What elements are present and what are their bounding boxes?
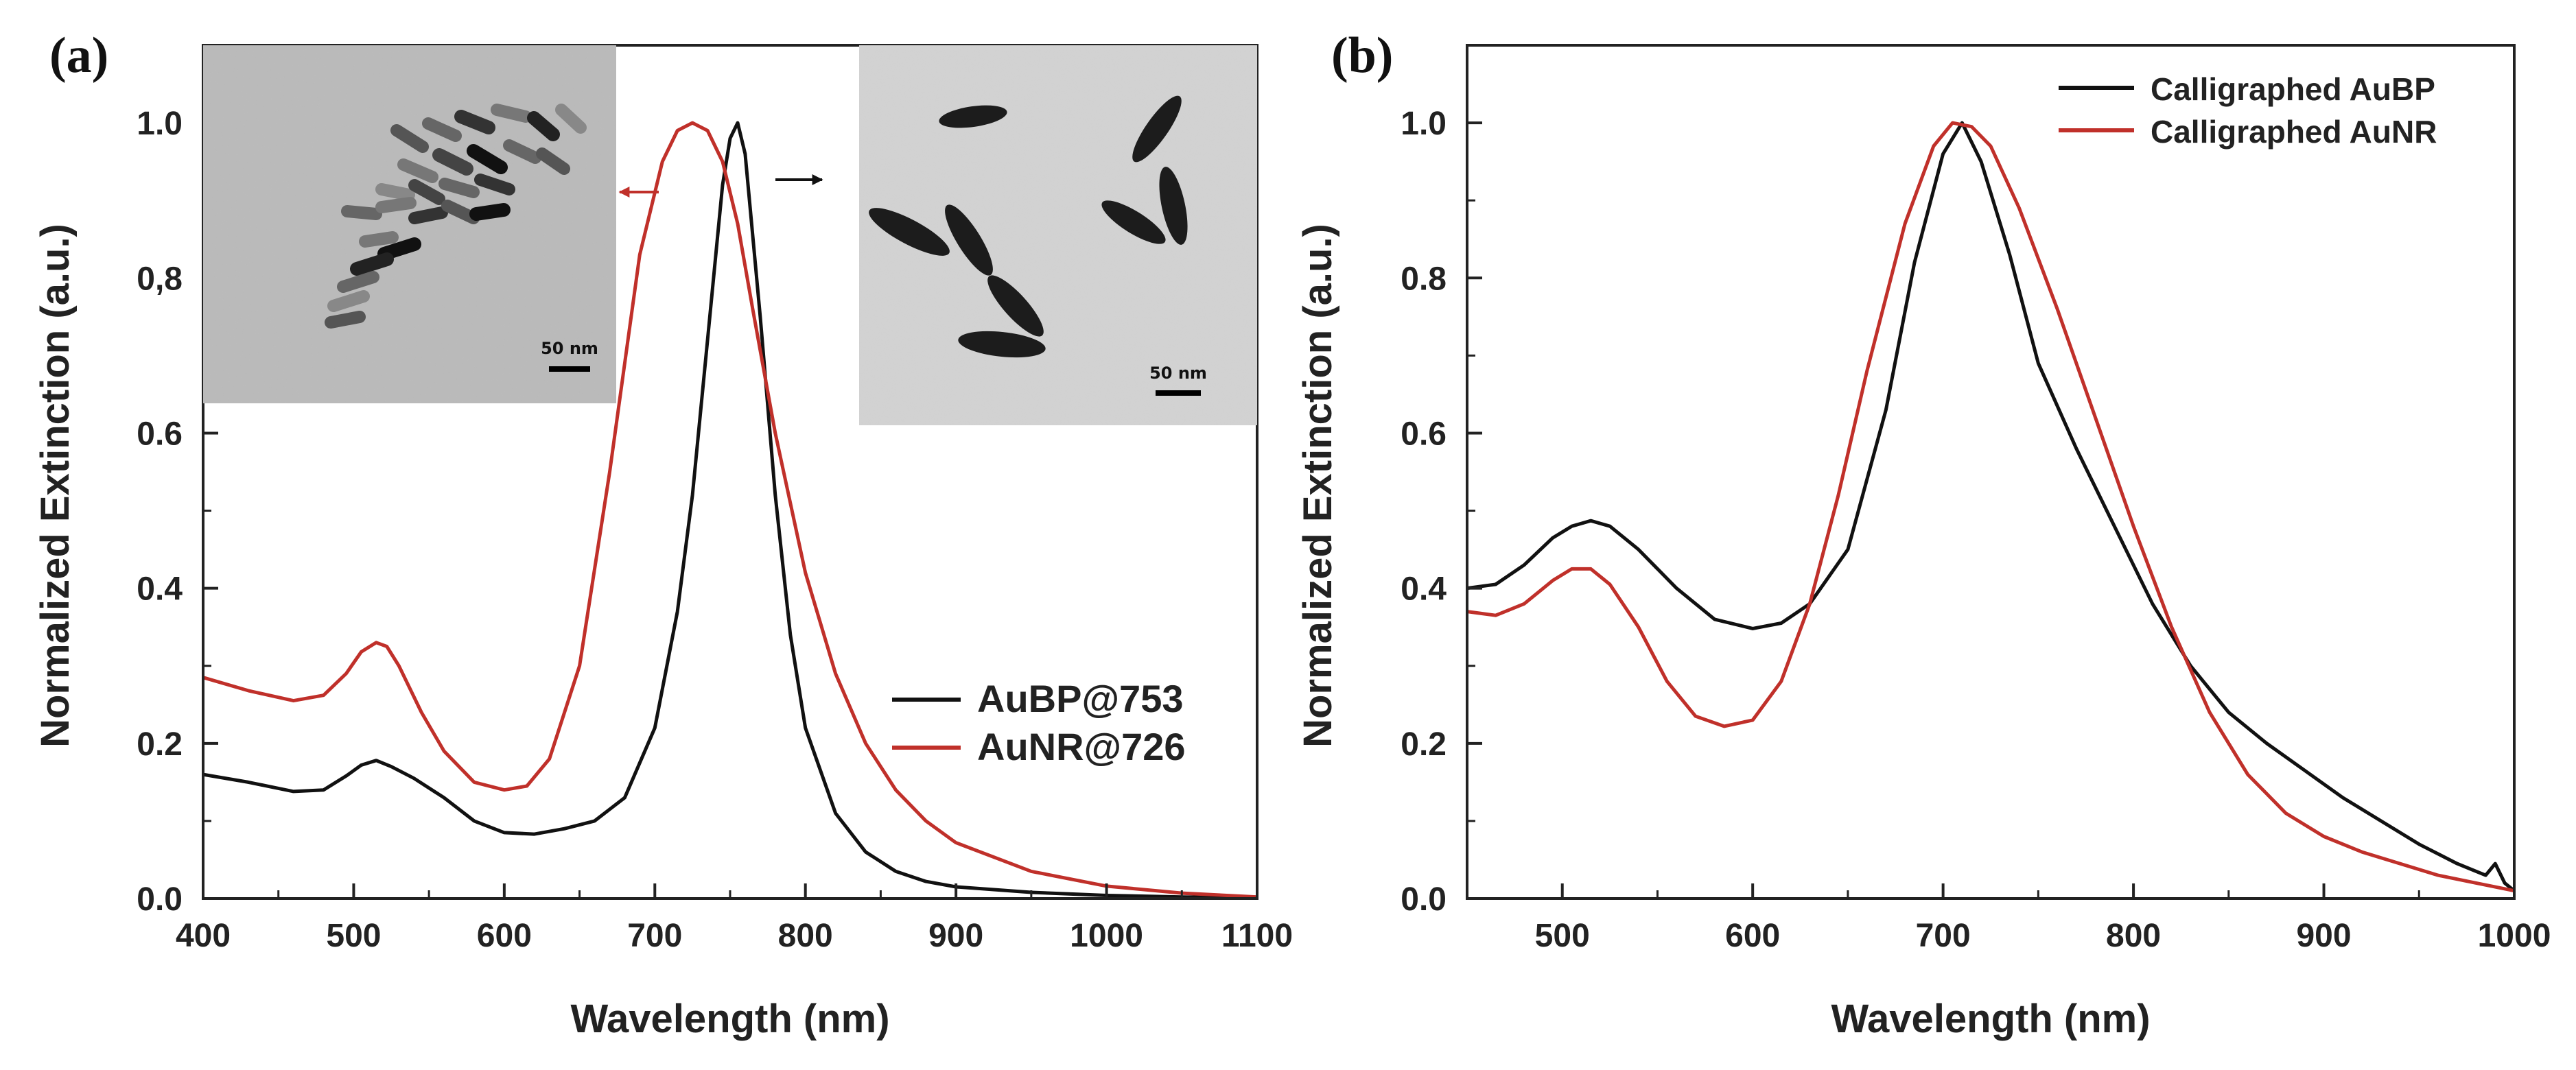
nanorod — [527, 111, 560, 141]
plot-frame — [1466, 44, 2516, 900]
series-line-calligraphed-aubp — [1466, 121, 2516, 892]
panel-b: (b) 500 600 700 800 900 1000 0.0 0.2 0.4 0.6 0.8 1.… — [1296, 27, 2551, 1041]
panel-b-x-axis-title: Wavelength (nm) — [1831, 997, 2150, 1041]
nanorod — [454, 110, 495, 134]
x-tick-label: 500 — [1535, 918, 1590, 954]
x-tick-label: 600 — [1725, 918, 1780, 954]
x-tick-label: 1000 — [1070, 918, 1143, 954]
bipyramid — [1159, 167, 1188, 245]
y-tick-label: 1.0 — [137, 106, 183, 142]
y-tick-label: 0.2 — [1401, 726, 1447, 763]
nanorod — [327, 290, 370, 312]
x-tick-label: 1000 — [2478, 918, 2551, 954]
nanorod — [503, 139, 541, 164]
x-tick-label: 400 — [176, 918, 231, 954]
nanorod — [377, 237, 421, 261]
panel-b-ticks: 500 600 700 800 900 1000 0.0 0.2 0.4 0.6 0.8 1.0 — [1401, 106, 2551, 954]
panel-b-y-axis-title: Normalized Extinction (a.u.) — [1296, 224, 1340, 748]
bipyramid — [1132, 95, 1182, 163]
nanorod — [474, 174, 515, 195]
x-tick-label: 600 — [477, 918, 532, 954]
scale-bar-label: 50 nm — [541, 339, 598, 358]
x-tick-label: 1100 — [1221, 918, 1293, 954]
nanorod — [375, 197, 417, 213]
x-tick-label: 500 — [326, 918, 381, 954]
nanorod — [536, 147, 570, 175]
panel-b-axes-frame — [1466, 44, 2516, 900]
nanorod — [422, 117, 462, 142]
bipyramid — [1101, 200, 1166, 244]
inset-bipyramids-tem: 50 nm — [859, 45, 1257, 425]
bipyramid — [939, 105, 1007, 128]
panel-a-ticks: 400 500 600 700 800 900 1000 1100 0.0 0.2 0.4 0.6 0,… — [137, 106, 1293, 954]
panel-b-plot — [1466, 121, 2516, 893]
legend-label: AuNR@726 — [977, 725, 1186, 768]
y-tick-label: 0.0 — [1401, 881, 1447, 918]
panel-a-label: (a) — [49, 27, 108, 84]
nanorod — [408, 179, 445, 205]
series-line-aubp-753 — [202, 121, 1258, 900]
bipyramids-image — [869, 95, 1188, 358]
x-tick-label: 700 — [1916, 918, 1971, 954]
x-tick-label: 900 — [2296, 918, 2351, 954]
nanorod — [375, 183, 415, 201]
nanorod — [325, 311, 366, 329]
nanorod — [337, 271, 379, 293]
inset-nanorods-grain — [203, 45, 616, 403]
nanorod — [359, 231, 399, 248]
panel-a-y-axis-title: Normalized Extinction (a.u.) — [33, 224, 78, 748]
nanorod — [438, 178, 480, 198]
nanorod — [491, 104, 532, 123]
bipyramid — [869, 208, 950, 256]
nanorod — [341, 205, 382, 220]
y-tick-label: 0.8 — [1401, 261, 1447, 297]
x-tick-label: 900 — [928, 918, 983, 954]
panel-b-label: (b) — [1331, 27, 1393, 84]
nanorod — [555, 104, 587, 134]
nanorod — [390, 124, 429, 153]
nanorod — [441, 200, 480, 224]
x-tick-label: 800 — [778, 918, 833, 954]
panel-a-plot — [202, 121, 1258, 900]
y-tick-label: 0,8 — [137, 261, 183, 297]
nanorod — [469, 203, 511, 221]
y-tick-label: 1.0 — [1401, 106, 1447, 142]
legend-label: Calligraphed AuNR — [2151, 114, 2437, 150]
scale-bar-label: 50 nm — [1149, 364, 1207, 383]
nanorod — [408, 206, 448, 224]
y-tick-label: 0.0 — [137, 881, 183, 918]
y-tick-label: 0.6 — [1401, 416, 1447, 452]
nanorod — [467, 144, 508, 174]
legend-label: AuBP@753 — [977, 677, 1183, 720]
nanorod — [432, 148, 473, 176]
inset-nanorods-tem: 50 nm — [203, 45, 616, 403]
bipyramid — [958, 331, 1046, 358]
y-tick-label: 0.4 — [1401, 571, 1447, 608]
nanorod — [350, 252, 394, 276]
legend-label: Calligraphed AuBP — [2151, 71, 2435, 107]
panel-a: (a) 400 500 600 700 800 900 1000 1100 0.0 0.2 0.4 0… — [33, 27, 1293, 1041]
bipyramid — [987, 275, 1044, 337]
x-tick-label: 700 — [627, 918, 682, 954]
series-line-aunr-726 — [202, 121, 1258, 899]
panel-b-legend: Calligraphed AuBP Calligraphed AuNR — [2059, 71, 2437, 150]
series-line-calligraphed-aunr — [1466, 121, 2515, 893]
panel-a-x-axis-title: Wavelength (nm) — [570, 997, 889, 1041]
y-tick-label: 0.4 — [137, 571, 183, 608]
nanorod — [397, 158, 438, 183]
panel-a-legend: AuBP@753 AuNR@726 — [892, 677, 1186, 768]
bipyramid — [945, 204, 993, 276]
nanorods-image — [325, 104, 587, 329]
y-tick-label: 0.6 — [137, 416, 183, 452]
x-tick-label: 800 — [2106, 918, 2161, 954]
y-tick-label: 0.2 — [137, 726, 183, 763]
